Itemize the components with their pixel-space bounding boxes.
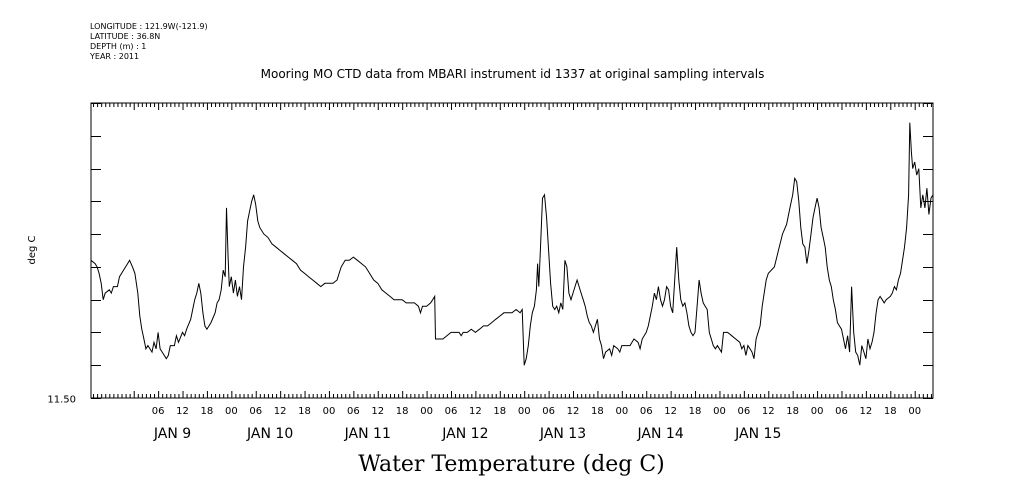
x-day-label: JAN 12 bbox=[441, 426, 488, 442]
x-day-label: JAN 9 bbox=[153, 426, 191, 442]
x-tick-label: 00 bbox=[908, 406, 921, 417]
chart-title: Mooring MO CTD data from MBARI instrumen… bbox=[0, 67, 1009, 81]
x-tick-label: 06 bbox=[249, 406, 262, 417]
depth-label: DEPTH (m) : 1 bbox=[90, 42, 147, 51]
y-axis-label: deg C bbox=[27, 235, 38, 264]
x-tick-label: 06 bbox=[152, 406, 165, 417]
x-tick-label: 06 bbox=[347, 406, 360, 417]
x-tick-label: 18 bbox=[298, 406, 311, 417]
x-day-label: JAN 14 bbox=[637, 426, 684, 442]
x-day-label: JAN 15 bbox=[734, 426, 781, 442]
x-tick-label: 00 bbox=[518, 406, 531, 417]
y-tick-label: 11.50 bbox=[47, 395, 76, 406]
x-day-label: JAN 10 bbox=[246, 426, 293, 442]
x-tick-label: 12 bbox=[567, 406, 580, 417]
x-tick-label: 12 bbox=[371, 406, 384, 417]
x-tick-label: 06 bbox=[542, 406, 555, 417]
x-day-label: JAN 11 bbox=[344, 426, 391, 442]
x-tick-label: 06 bbox=[445, 406, 458, 417]
axis-labels: 06 12 18 00 06 12 18 00 06 12 18 00 06 12 18 00 06 12 18 00… bbox=[47, 395, 921, 443]
x-tick-label: 00 bbox=[713, 406, 726, 417]
metadata-block: LONGITUDE : 121.9W(-121.9) LATITUDE : 36… bbox=[90, 22, 208, 62]
x-tick-label: 12 bbox=[176, 406, 189, 417]
x-tick-label: 00 bbox=[615, 406, 628, 417]
x-tick-label: 00 bbox=[323, 406, 336, 417]
x-tick-label: 18 bbox=[786, 406, 799, 417]
x-tick-label: 06 bbox=[835, 406, 848, 417]
year-label: YEAR : 2011 bbox=[90, 52, 140, 61]
x-tick-label: 18 bbox=[201, 406, 214, 417]
x-tick-label: 06 bbox=[640, 406, 653, 417]
x-tick-label: 00 bbox=[811, 406, 824, 417]
x-tick-label: 18 bbox=[884, 406, 897, 417]
axis-ticks bbox=[91, 103, 933, 399]
x-tick-label: 12 bbox=[664, 406, 677, 417]
x-tick-label: 12 bbox=[274, 406, 287, 417]
x-axis-label: Water Temperature (deg C) bbox=[0, 452, 1009, 477]
x-tick-label: 06 bbox=[737, 406, 750, 417]
x-tick-label: 12 bbox=[469, 406, 482, 417]
series-line bbox=[90, 122, 934, 366]
latitude-label: LATITUDE : 36.8N bbox=[90, 32, 161, 41]
longitude-label: LONGITUDE : 121.9W(-121.9) bbox=[90, 22, 208, 31]
plot-frame bbox=[90, 102, 934, 399]
x-axis-label-text: Water Temperature (deg C) bbox=[358, 452, 665, 477]
x-tick-label: 18 bbox=[689, 406, 702, 417]
x-tick-label: 00 bbox=[225, 406, 238, 417]
x-tick-label: 12 bbox=[860, 406, 873, 417]
x-tick-label: 12 bbox=[762, 406, 775, 417]
x-day-label: JAN 13 bbox=[539, 426, 586, 442]
x-tick-label: 18 bbox=[493, 406, 506, 417]
x-tick-label: 18 bbox=[591, 406, 604, 417]
x-tick-label: 18 bbox=[396, 406, 409, 417]
chart-title-text: Mooring MO CTD data from MBARI instrumen… bbox=[260, 67, 765, 81]
x-tick-label: 00 bbox=[420, 406, 433, 417]
